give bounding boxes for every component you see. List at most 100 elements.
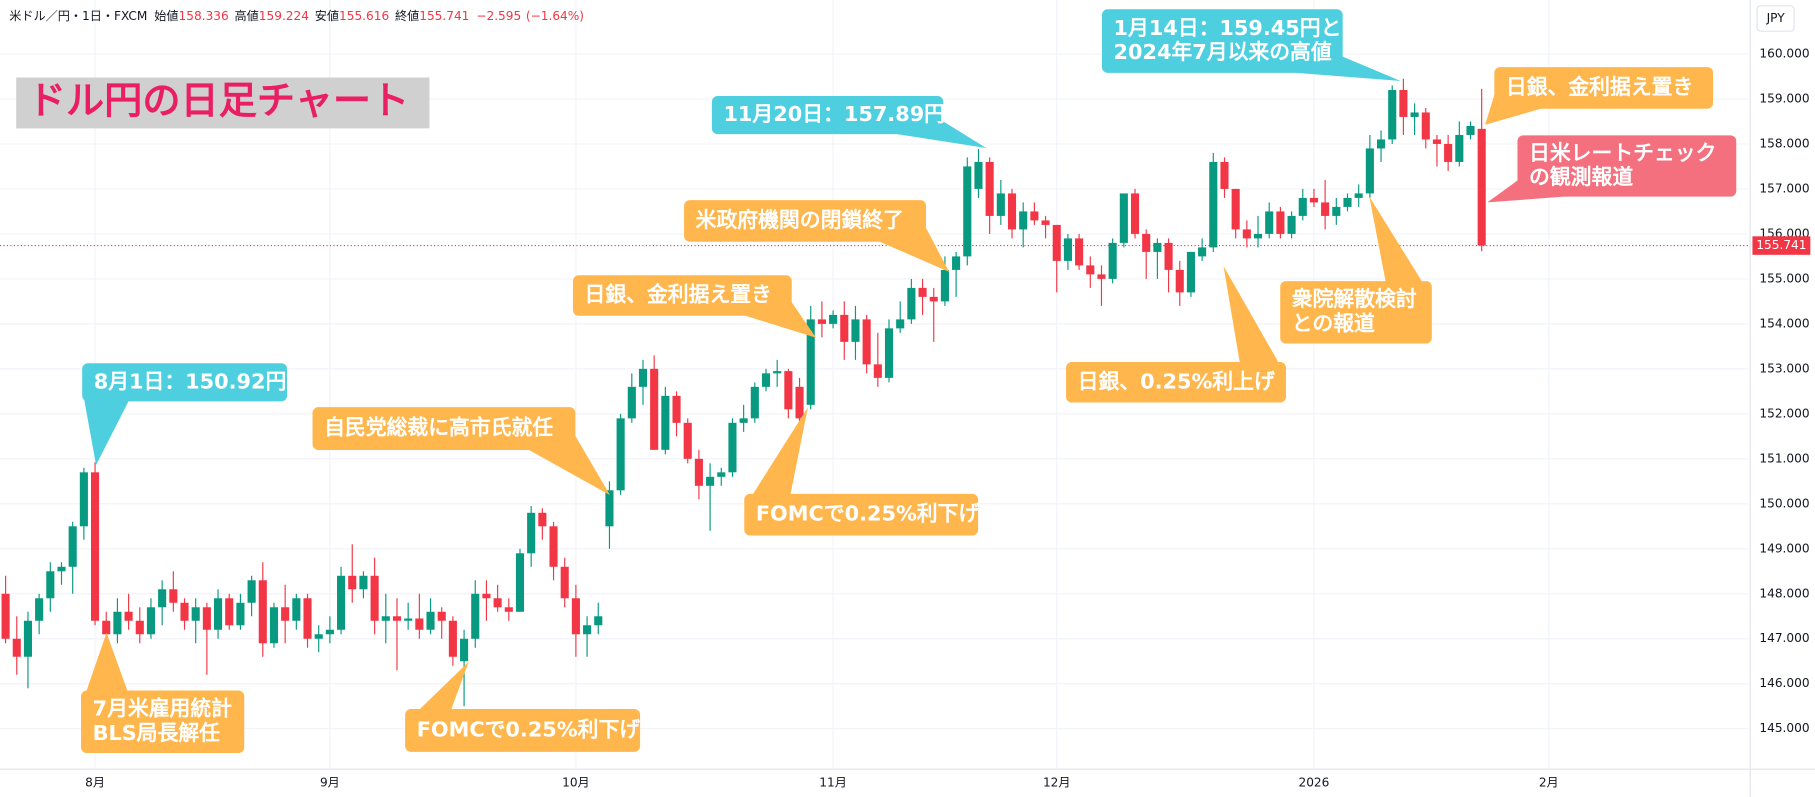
candle [829,310,838,329]
plot [0,78,1748,707]
candle [1253,215,1263,248]
annotation: FOMCで0.25%利下げ [744,407,979,536]
x-tick-label: 10月 [562,776,590,790]
body [292,598,301,621]
candle [1276,206,1285,239]
body [370,575,379,621]
body [1466,125,1475,135]
body [124,611,133,621]
symbol: 米ドル／円・1日・FXCM [9,9,147,23]
candle [1242,220,1251,248]
candle [370,557,379,635]
body [337,575,346,630]
candle [146,598,156,639]
candle [337,566,346,635]
candle [415,593,424,639]
candle [504,598,513,621]
high-value: 159.224 [259,9,309,23]
body [281,607,290,621]
body [1,593,10,639]
body [1455,134,1464,162]
candle [750,382,759,423]
annotation-text: 11月20日：157.89円 [723,102,945,126]
x-tick-label: 11月 [819,776,847,790]
annotation-text: 日銀、0.25%利上げ [1078,369,1275,393]
body [1007,193,1017,230]
body [1097,274,1106,279]
change: −2.595 [476,9,521,23]
body [1343,197,1352,207]
candle [281,584,290,644]
candle [169,571,178,612]
candle [1063,233,1072,270]
candle [538,508,547,540]
body [225,598,234,626]
body [1354,193,1363,198]
annotation-box [1494,67,1714,109]
annotation-box [744,493,979,536]
body [661,395,670,450]
candle [1119,193,1128,248]
candle [1365,134,1374,198]
candle [638,359,648,405]
body [1321,202,1330,216]
body [1119,193,1128,243]
candle [1432,134,1442,167]
y-tick-label: 158.000 [1759,136,1809,150]
body [817,319,826,324]
candle [314,625,323,653]
body [1287,215,1296,234]
annotation-pointer [744,407,808,508]
body [1421,112,1430,140]
body [840,314,849,342]
candle [1321,179,1330,230]
annotation: 日銀、金利据え置き [572,275,817,338]
body [1052,224,1061,261]
body [135,620,144,635]
candle [1,575,10,644]
candle [113,598,122,644]
body [1265,211,1274,234]
body [549,526,558,567]
candle [180,598,189,630]
body [348,575,357,590]
candle [851,305,860,360]
candle [773,359,782,387]
y-tick-label: 159.000 [1759,91,1809,105]
annotation-box [312,407,576,450]
candle [806,305,815,410]
annotation-text: FOMCで0.25%利下げ [417,717,641,741]
body [1298,197,1307,216]
body [404,618,413,621]
body [1186,251,1195,293]
body [884,328,894,378]
candle [1421,107,1430,149]
candle [527,506,536,567]
candle [594,602,603,635]
annotation-text: 日米レートチェック [1529,141,1716,165]
currency-box[interactable] [1756,5,1795,32]
chart-title: ドル円の日足チャート [28,79,409,123]
candle [571,584,580,657]
x-tick-label: 8月 [85,776,105,790]
open-value: 158.336 [179,9,229,23]
body [46,571,55,599]
candle [158,580,167,626]
y-tick-label: 155.000 [1759,271,1809,285]
body [415,618,424,630]
annotation-box [1517,135,1737,197]
body [605,490,614,527]
candle [549,521,558,581]
candle [1287,211,1296,239]
annotation-text: 米政府機関の閉鎖終了 [696,208,904,232]
annotation: 自民党総裁に高市氏就任 [312,407,611,496]
candle [1086,256,1095,288]
annotation-text: 1月14日：159.45円と [1114,16,1342,40]
body [113,611,122,635]
candle [560,557,569,608]
body [482,593,491,599]
body [583,625,592,635]
currency[interactable]: JPY [1766,11,1786,25]
